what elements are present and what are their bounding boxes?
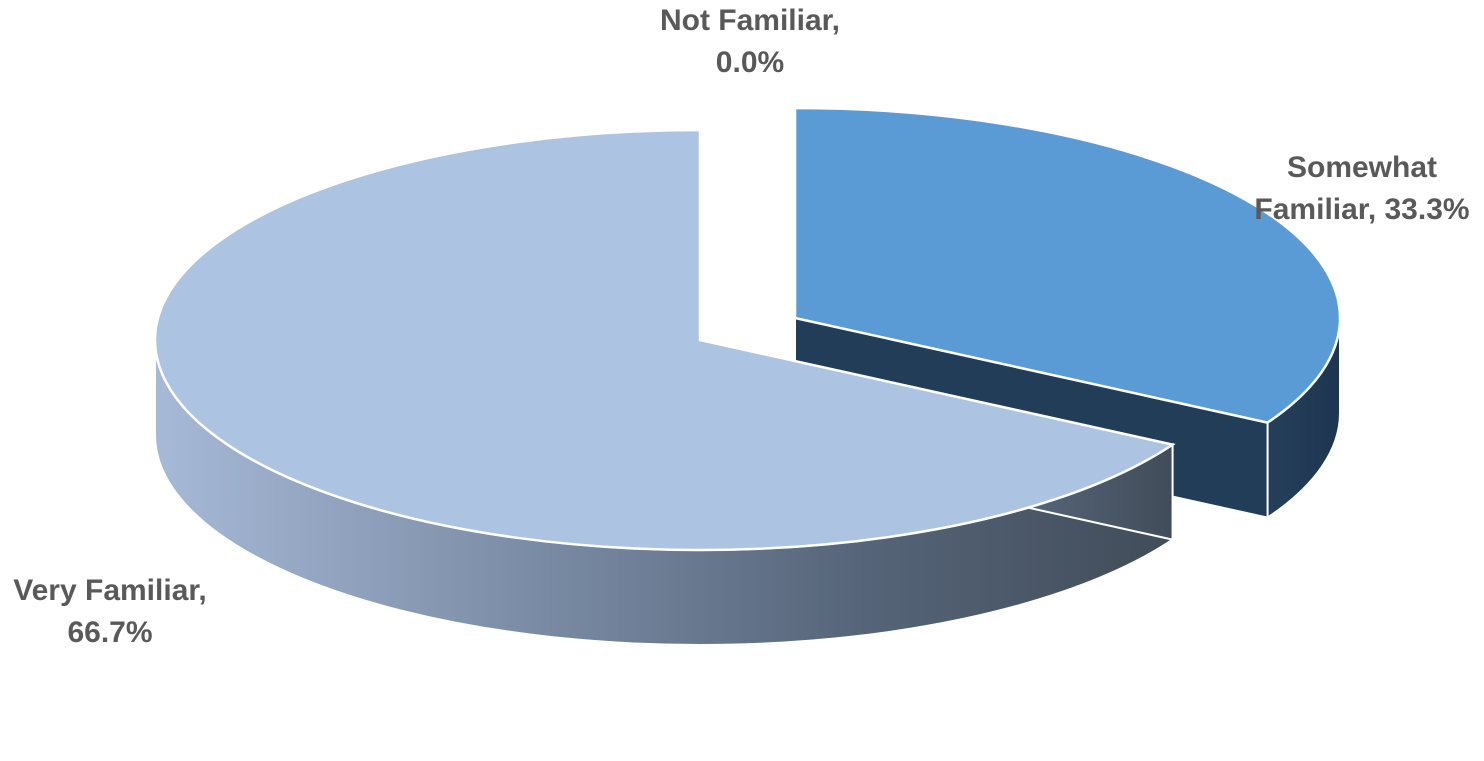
data-label-line-1: Familiar, 33.3% (1254, 193, 1469, 226)
data-label-line-1: 0.0% (716, 46, 784, 79)
slice-tops (153, 106, 1342, 552)
data-label-very-familiar: Very Familiar, 66.7% (13, 574, 206, 649)
data-label-line-0: Very Familiar, (13, 574, 206, 607)
data-label-somewhat-familiar: Somewhat Familiar, 33.3% (1254, 151, 1469, 226)
data-label-not-familiar: Not Familiar, 0.0% (660, 4, 840, 79)
slice-very-familiar (153, 128, 1176, 552)
data-label-line-0: Not Familiar, (660, 4, 840, 37)
data-label-line-0: Somewhat (1287, 151, 1437, 184)
data-label-line-1: 66.7% (67, 616, 152, 649)
slice-somewhat-familiar (793, 106, 1342, 424)
data-labels: Very Familiar, 66.7% Somewhat Familiar, 33.… (13, 4, 1469, 649)
